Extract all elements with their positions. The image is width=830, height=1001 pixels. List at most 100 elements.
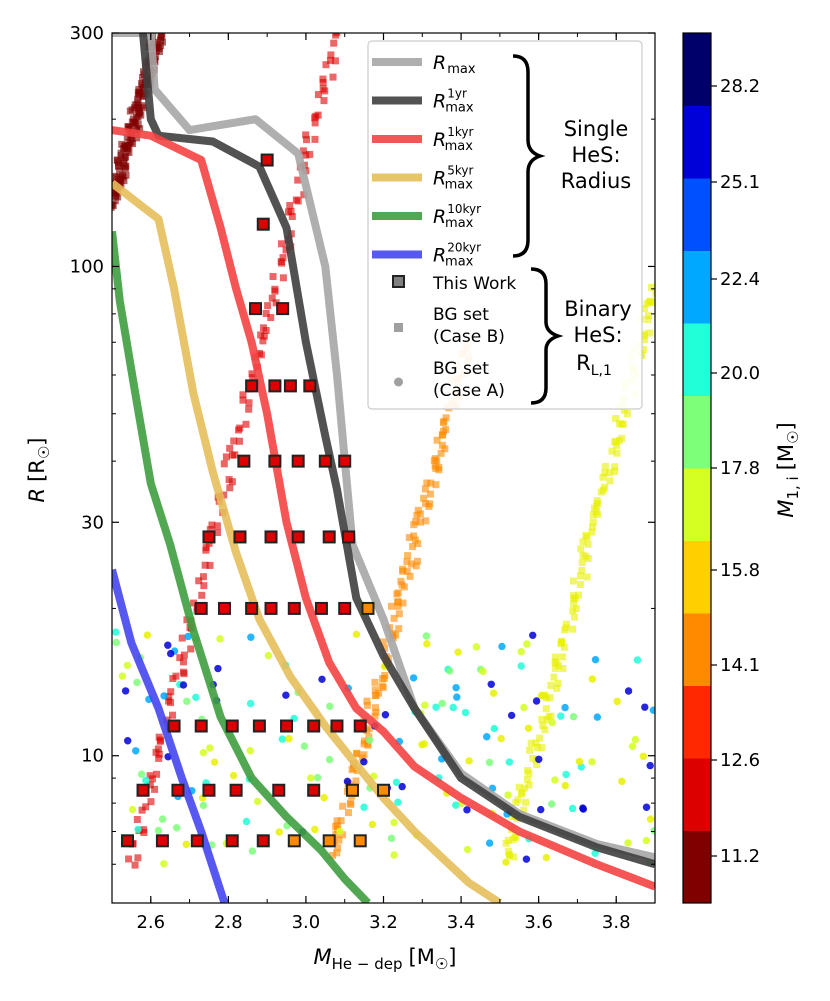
this-work-point	[264, 601, 278, 615]
bg-case-a-point	[199, 748, 208, 757]
bg-case-b-point	[139, 104, 147, 112]
bg-case-b-point	[230, 437, 238, 445]
this-work-point	[283, 379, 297, 393]
bg-case-b-point	[410, 532, 418, 540]
bg-case-b-point	[165, 697, 173, 705]
bg-case-b-point	[412, 518, 420, 526]
bg-case-b-point	[612, 414, 620, 422]
bg-case-b-point	[155, 754, 163, 762]
bg-case-b-point	[438, 431, 446, 439]
bg-case-b-point	[542, 705, 550, 713]
bg-case-b-point	[381, 672, 389, 680]
bg-case-b-point	[561, 626, 569, 634]
bg-case-a-point	[639, 752, 648, 761]
legend-line-label: R20kyr max	[433, 241, 481, 270]
bg-case-b-point	[264, 302, 272, 310]
x-axis-label: MHe − dep [M☉]	[314, 945, 457, 973]
bg-case-b-point	[125, 855, 133, 863]
y-tick-label: 300	[70, 23, 104, 44]
bg-case-b-point	[414, 506, 422, 514]
bg-case-a-point	[124, 737, 132, 745]
bg-case-b-point	[542, 694, 550, 702]
bg-case-b-point	[613, 449, 621, 457]
bg-case-a-point	[253, 797, 262, 806]
this-work-point	[225, 719, 239, 733]
bg-case-b-point	[249, 374, 257, 382]
bg-case-a-point	[445, 667, 454, 675]
bg-case-a-point	[561, 781, 569, 790]
legend-line-label: Rmax	[433, 52, 476, 77]
bg-case-b-point	[364, 740, 372, 748]
this-work-point	[229, 783, 243, 797]
bg-case-a-point	[132, 747, 140, 755]
bg-case-b-point	[421, 485, 429, 493]
this-work-point	[252, 719, 266, 733]
legend-line-label: R1yr max	[433, 87, 474, 116]
bg-case-b-point	[332, 830, 340, 838]
bg-case-a-point	[490, 724, 499, 733]
legend-binary-title-1: Binary	[564, 297, 631, 321]
this-work-point	[264, 530, 278, 544]
this-work-point	[256, 217, 270, 231]
bg-case-b-point	[138, 806, 146, 814]
bg-case-a-point	[133, 678, 141, 687]
bg-case-b-point	[559, 664, 567, 672]
bg-case-b-point	[360, 751, 368, 759]
bg-case-a-point	[387, 834, 396, 843]
this-work-point	[136, 783, 150, 797]
bg-case-a-point	[352, 630, 361, 639]
bg-case-b-point	[601, 462, 609, 470]
bg-case-a-point	[121, 687, 130, 695]
bg-case-a-point	[216, 635, 224, 643]
bg-case-b-point	[286, 202, 294, 210]
bg-case-b-point	[279, 274, 287, 282]
bg-case-b-point	[611, 463, 619, 471]
colorbar-bin	[683, 613, 711, 686]
bg-case-b-point	[395, 610, 403, 618]
bg-case-a-point	[568, 804, 577, 813]
bg-case-b-point	[525, 781, 533, 789]
this-work-point	[291, 454, 305, 468]
y-axis-ticks: 10 30 100 300	[70, 23, 655, 904]
this-work-point	[217, 601, 231, 615]
colorbar-tick-label: 25.1	[720, 172, 760, 193]
bg-case-a-point	[184, 632, 192, 641]
bg-case-a-point	[192, 693, 200, 701]
bg-case-b-point	[153, 770, 161, 778]
bg-case-b-point	[206, 526, 214, 534]
bg-case-b-point	[432, 455, 440, 463]
bg-case-a-point	[650, 827, 655, 835]
bg-case-b-point	[190, 599, 198, 607]
bg-case-b-point	[168, 711, 176, 719]
bg-case-a-point	[307, 774, 315, 782]
bg-case-a-point	[118, 672, 127, 680]
this-work-point	[318, 454, 332, 468]
bg-case-b-point	[136, 108, 144, 116]
legend-brace-binary	[530, 267, 564, 405]
bg-case-b-point	[601, 469, 609, 477]
bg-case-a-point	[498, 642, 506, 651]
bg-case-a-point	[485, 839, 494, 847]
bg-case-b-point	[335, 836, 343, 844]
colorbar-bin	[683, 830, 711, 904]
bg-case-b-point	[514, 796, 522, 804]
this-work-point	[194, 719, 208, 733]
colorbar-bin	[683, 468, 711, 541]
bg-case-b-point	[533, 743, 541, 751]
bg-case-b-point	[167, 688, 175, 696]
bg-case-a-point	[472, 643, 481, 651]
bg-case-b-point	[394, 589, 402, 597]
bg-case-b-point	[529, 754, 537, 762]
bg-case-b-point	[578, 558, 586, 566]
this-work-point	[167, 719, 181, 733]
bg-case-b-point	[255, 349, 263, 357]
bg-case-b-point	[125, 139, 133, 147]
bg-case-b-point	[558, 638, 566, 646]
bg-case-b-point	[547, 712, 555, 720]
bg-case-a-point	[423, 640, 431, 648]
bg-case-b-point	[569, 592, 577, 600]
bg-case-b-point	[407, 560, 415, 568]
bg-case-b-point	[589, 523, 597, 531]
bg-case-b-point	[142, 803, 150, 811]
bg-case-b-point	[124, 144, 132, 152]
